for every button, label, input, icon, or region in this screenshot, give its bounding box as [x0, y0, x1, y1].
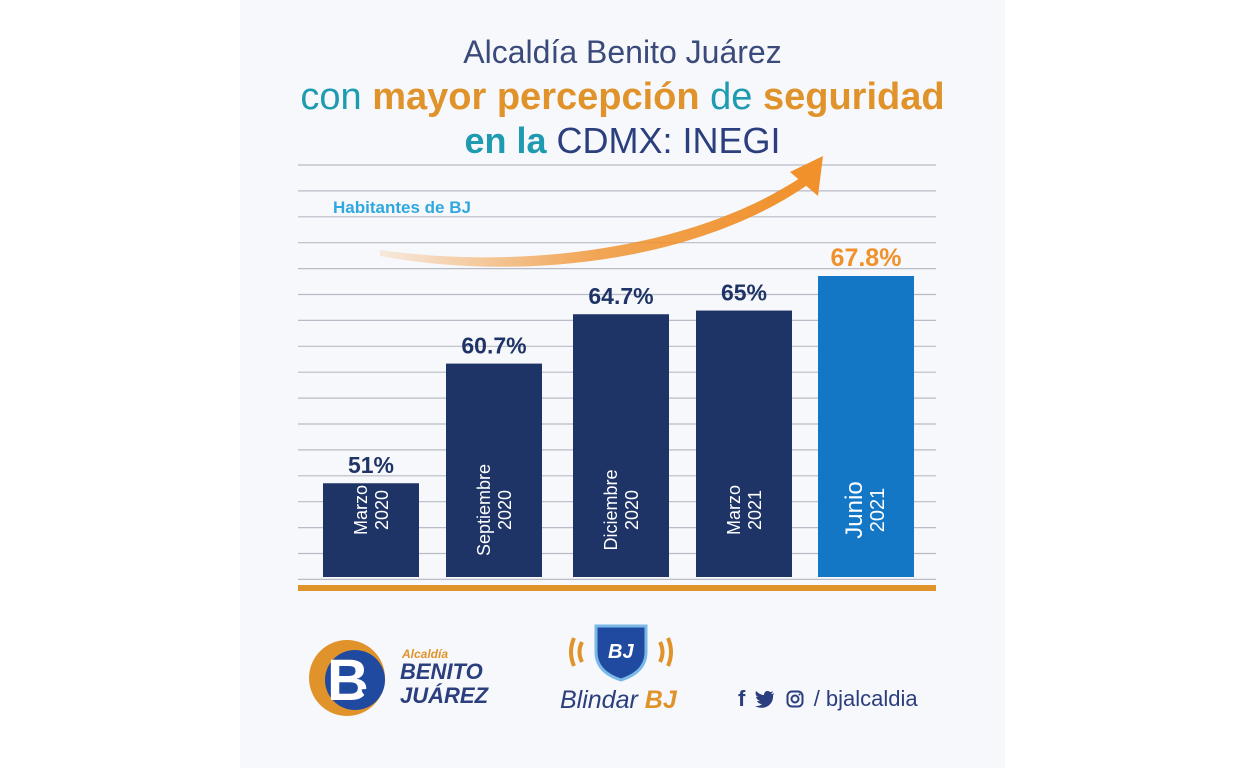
title-word-mayor: mayor percepción	[372, 76, 700, 118]
bar	[818, 276, 914, 577]
blindar-word: Blindar	[560, 686, 638, 714]
category-label: Junio2021	[841, 481, 889, 538]
alcaldia-name-line1: BENITO	[400, 659, 483, 684]
baseline	[298, 585, 936, 591]
category-label: Marzo2020	[351, 485, 392, 535]
category-label: Marzo2021	[724, 485, 765, 535]
blindar-bj-word: BJ	[644, 686, 677, 714]
svg-text:J: J	[361, 666, 380, 704]
title-word-cdmx: CDMX: INEGI	[556, 120, 781, 161]
series-label: Habitantes de BJ	[333, 198, 471, 217]
alcaldia-name: BENITO JUÁREZ	[400, 660, 488, 708]
bar	[696, 310, 792, 577]
category-label: Septiembre2020	[474, 464, 515, 556]
bar-value-label: 64.7%	[588, 283, 653, 309]
title-word-en-la: en la	[464, 120, 547, 161]
instagram-icon[interactable]	[786, 690, 804, 708]
title-line-1: Alcaldía Benito Juárez	[463, 34, 782, 70]
bar-value-label: 51%	[348, 452, 394, 478]
bar	[446, 363, 542, 577]
category-label: Diciembre2020	[601, 469, 642, 550]
bar	[323, 483, 419, 577]
facebook-icon[interactable]: f	[738, 686, 746, 711]
alcaldia-name-line2: JUÁREZ	[400, 683, 489, 708]
blindar-label: Blindar BJ	[560, 686, 677, 715]
title-word-de: de	[710, 76, 753, 118]
title-word-con: con	[300, 76, 362, 118]
social-links: f / bjalcaldia	[738, 686, 918, 712]
trend-arrow-shaft	[380, 178, 806, 267]
alcaldia-logo-icon: B J	[309, 640, 385, 716]
bar-value-label: 65%	[721, 280, 767, 306]
title-line-3: en la CDMX: INEGI	[240, 120, 1005, 162]
blindar-shield-icon: BJ	[569, 624, 673, 682]
svg-text:B: B	[327, 648, 369, 713]
twitter-icon[interactable]	[755, 690, 775, 708]
bar-value-label: 67.8%	[831, 244, 902, 272]
svg-text:BJ: BJ	[608, 641, 634, 663]
bar-value-label: 60.7%	[461, 333, 526, 359]
trend-arrow-head	[790, 156, 823, 196]
social-handle[interactable]: / bjalcaldia	[813, 686, 918, 711]
title-word-seguridad: seguridad	[762, 76, 945, 118]
title-line-2: con mayor percepción de seguridad	[240, 76, 1005, 119]
alcaldia-small-label: Alcaldía	[402, 647, 449, 661]
bar	[573, 314, 669, 577]
